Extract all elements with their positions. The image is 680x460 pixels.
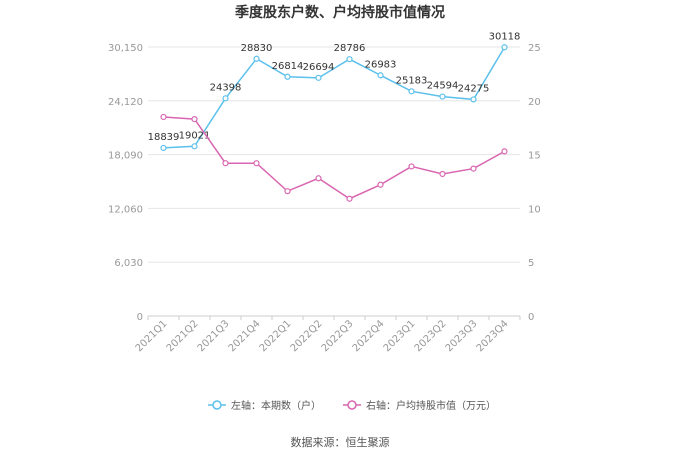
data-point <box>253 55 260 62</box>
x-tick-label: 2022Q2 <box>289 318 325 354</box>
data-source: 数据来源：恒生聚源 <box>291 435 390 449</box>
data-point <box>160 144 167 152</box>
x-tick-label: 2022Q1 <box>258 318 294 354</box>
y-right-tick-label: 0 <box>528 312 534 323</box>
data-point <box>160 113 167 121</box>
data-point <box>315 175 322 182</box>
data-point <box>377 181 384 188</box>
x-tick-label: 2022Q3 <box>320 318 356 354</box>
y-right-tick-label: 5 <box>528 258 534 269</box>
data-label: 30118 <box>489 31 521 42</box>
data-label: 24594 <box>427 81 459 92</box>
x-tick-label: 2023Q1 <box>382 318 418 354</box>
data-label: 24275 <box>458 83 490 94</box>
y-left-tick-label: 12,060 <box>108 204 143 215</box>
x-tick-label: 2021Q4 <box>227 318 263 354</box>
x-tick-label: 2022Q4 <box>351 318 387 354</box>
data-point <box>439 93 446 100</box>
data-label: 26983 <box>365 59 397 70</box>
series-line-2 <box>163 116 505 200</box>
legend-marker-1 <box>212 400 222 410</box>
data-label: 25183 <box>396 75 428 86</box>
data-point <box>408 163 415 170</box>
legend-label-2: 右轴：户均持股市值（万元） <box>366 399 496 412</box>
data-point <box>191 115 198 123</box>
x-tick-label: 2023Q4 <box>475 318 511 354</box>
y-right-tick-label: 20 <box>528 97 541 108</box>
data-point <box>377 72 384 79</box>
data-label: 19021 <box>179 130 211 141</box>
legend-label-1: 左轴：本期数（户） <box>231 399 321 412</box>
data-point <box>346 195 353 202</box>
y-left-tick-label: 18,090 <box>108 151 143 162</box>
data-label: 18839 <box>148 132 180 143</box>
x-tick-label: 2021Q2 <box>165 318 201 354</box>
data-point <box>284 188 291 195</box>
data-point <box>346 56 353 63</box>
data-point <box>315 74 322 81</box>
y-right-tick-label: 25 <box>528 43 541 54</box>
data-label: 26814 <box>272 61 304 72</box>
data-point <box>284 73 291 80</box>
data-point <box>222 95 229 102</box>
data-label: 28830 <box>241 43 273 54</box>
data-point <box>222 160 229 167</box>
data-point <box>253 160 260 167</box>
data-label: 26694 <box>303 62 335 73</box>
data-label: 24398 <box>210 82 242 93</box>
legend[interactable]: 左轴：本期数（户） 右轴：户均持股市值（万元） <box>208 399 496 412</box>
legend-marker-2 <box>347 400 357 410</box>
series-layer: 18839 19021 24398 28830 26814 26694 28786 26983… <box>148 31 521 202</box>
data-point <box>408 88 415 95</box>
data-point <box>501 44 508 51</box>
y-right-tick-label: 15 <box>528 151 541 162</box>
data-point <box>501 148 508 155</box>
data-point <box>470 96 477 103</box>
x-tick-label: 2021Q3 <box>196 318 232 354</box>
x-tick-label: 2023Q2 <box>413 318 449 354</box>
x-tick-label: 2023Q3 <box>444 318 480 354</box>
y-left-tick-label: 0 <box>137 312 143 323</box>
y-left-tick-label: 24,120 <box>108 97 143 108</box>
y-right-tick-label: 10 <box>528 204 541 215</box>
data-point <box>439 170 446 178</box>
x-tick-label: 2021Q1 <box>134 318 170 354</box>
y-left-tick-label: 30,150 <box>108 43 143 54</box>
chart-title: 季度股东户数、户均持股市值情况 <box>234 4 445 21</box>
y-left-tick-label: 6,030 <box>114 258 143 269</box>
data-label: 28786 <box>334 43 366 54</box>
data-point <box>470 165 477 172</box>
data-point <box>191 143 198 150</box>
series-line-1 <box>163 46 506 149</box>
